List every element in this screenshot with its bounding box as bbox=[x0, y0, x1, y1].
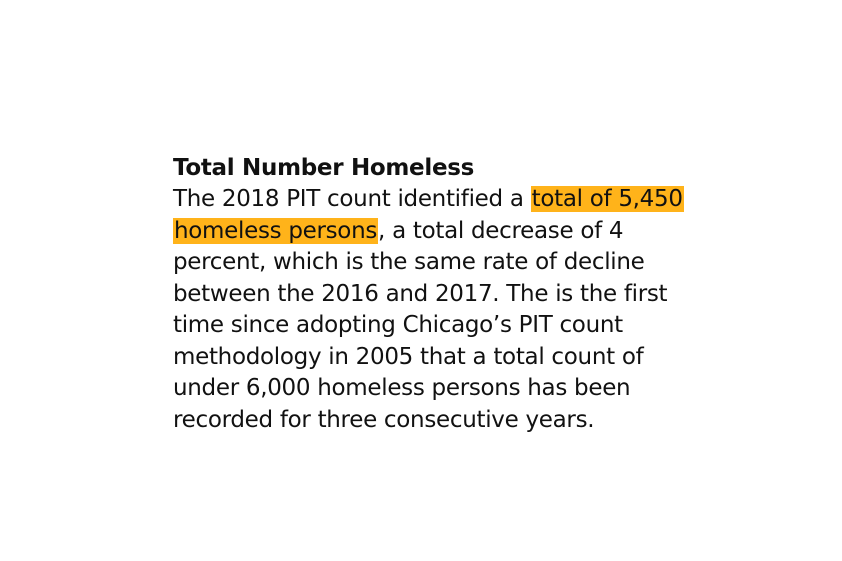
line-1-text: The 2018 PIT count identified a bbox=[173, 186, 531, 212]
paragraph-line-7: under 6,000 homeless persons has been bbox=[173, 375, 631, 401]
section-heading: Total Number Homeless bbox=[173, 155, 475, 181]
paragraph-line-3: percent, which is the same rate of decli… bbox=[173, 249, 645, 275]
paragraph-line-5: time since adopting Chicago’s PIT count bbox=[173, 312, 623, 338]
text-section: Total Number Homeless The 2018 PIT count… bbox=[173, 153, 733, 436]
line-2-text: , a total decrease of 4 bbox=[378, 217, 624, 244]
highlighted-persons: homeless persons bbox=[173, 217, 379, 244]
paragraph-line-6: methodology in 2005 that a total count o… bbox=[173, 343, 644, 370]
paragraph-line-8: recorded for three consecutive years. bbox=[173, 406, 595, 433]
highlighted-total: total of 5,450 bbox=[530, 186, 684, 212]
paragraph-line-4: between the 2016 and 2017. The is the fi… bbox=[173, 280, 668, 307]
body-paragraph: The 2018 PIT count identified a total of… bbox=[173, 184, 733, 436]
paragraph-line-1: The 2018 PIT count identified a total of… bbox=[173, 184, 733, 216]
paragraph-line-2: homeless persons, a total decrease of 4 bbox=[173, 216, 733, 248]
